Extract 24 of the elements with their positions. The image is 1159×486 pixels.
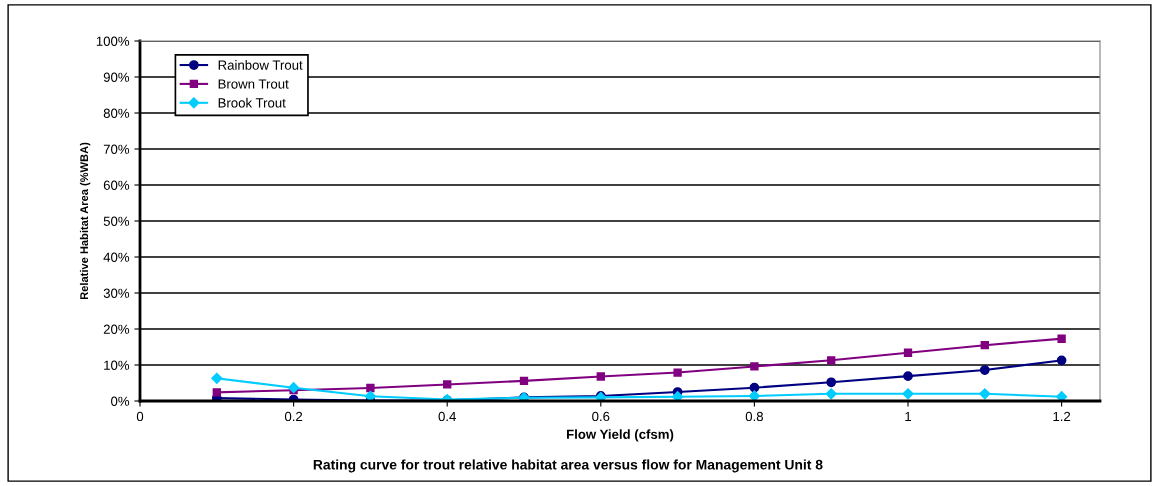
y-tick-label: 50% — [103, 216, 130, 226]
y-tick-label: 70% — [103, 144, 130, 154]
y-tick-label: 10% — [104, 360, 130, 370]
x-axis-title: Flow Yield (cfsm) — [567, 429, 674, 442]
x-tick-label: 0.2 — [284, 411, 303, 422]
x-tick-label: 1 — [905, 411, 912, 421]
x-tick-label: 0 — [136, 411, 144, 422]
x-tick-label: 0.6 — [592, 411, 610, 422]
y-tick-label: 40% — [103, 252, 130, 262]
y-tick-label: 20% — [103, 324, 130, 334]
x-tick-label: 1.2 — [1053, 411, 1071, 421]
legend-label: Brown Trout — [218, 79, 289, 89]
x-tick-label: 0.8 — [745, 411, 763, 422]
legend-label: Rainbow Trout — [218, 60, 303, 70]
legend-label: Brook Trout — [218, 97, 286, 108]
text: Rating curve for trout relative habitat area versus flow for Management Unit 8 — [313, 459, 823, 473]
y-tick-label: 90% — [103, 72, 130, 82]
y-axis-title: Relative Habitat Area (%WBA) — [79, 142, 91, 300]
y-tick-label: 100% — [96, 36, 130, 46]
y-tick-label: 0% — [111, 396, 130, 406]
x-tick-label: 0.4 — [438, 411, 456, 422]
y-tick-label: 30% — [103, 288, 130, 298]
y-tick-label: 80% — [103, 108, 130, 118]
y-tick-label: 60% — [103, 180, 130, 190]
